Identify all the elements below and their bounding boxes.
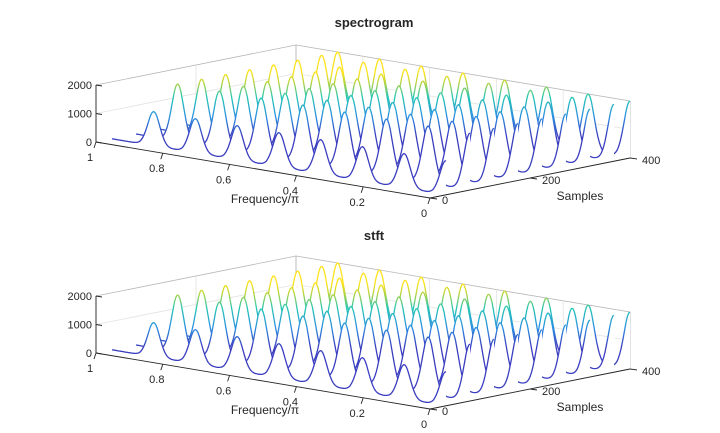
z-tick-label: 1000 — [68, 320, 92, 332]
waterfall-series — [111, 262, 631, 406]
x-tick-label: 0 — [421, 419, 427, 431]
axes-frame: 1 0.8 0.6 0.4 0.2 0 0 200 400 0 1000 2000 — [68, 80, 661, 220]
slice-mask — [136, 295, 470, 401]
y-tick-label: 200 — [542, 386, 560, 398]
x-tick-label: 1 — [87, 152, 93, 164]
slice-mask — [112, 322, 446, 406]
x-axis-label: Frequency/π — [231, 192, 299, 206]
y-axis-label: Samples — [557, 189, 604, 203]
stft-panel: stft 1 0.8 0.6 0.4 0.2 0 0 200 400 0 1000 2000 Freq… — [68, 228, 661, 431]
chart-title: stft — [364, 228, 385, 243]
slice-mask — [160, 79, 494, 186]
y-axis-label: Samples — [557, 400, 604, 414]
y-tick-label: 0 — [442, 195, 448, 207]
z-tick-label: 0 — [86, 137, 92, 149]
chart-title: spectrogram — [335, 15, 414, 30]
x-tick-mark — [93, 141, 97, 149]
slice-mask — [112, 111, 446, 195]
slice-mask — [160, 290, 494, 397]
z-tick-mark — [95, 141, 103, 144]
y-tick-label: 200 — [542, 175, 560, 187]
x-tick-label: 0.4 — [283, 397, 298, 409]
x-tick-label: 0.6 — [216, 385, 231, 397]
x-tick-mark — [160, 153, 164, 160]
y-tick-label: 0 — [442, 406, 448, 418]
x-tick-mark — [93, 352, 97, 360]
y-tick-mark — [629, 157, 638, 160]
y-tick-mark — [529, 388, 538, 391]
y-tick-label: 400 — [642, 155, 660, 167]
x-tick-label: 0.2 — [350, 408, 365, 420]
y-tick-label: 400 — [642, 366, 660, 378]
z-tick-mark — [95, 324, 103, 326]
spectrogram-panel: spectrogram 1 0.8 0.6 0.4 0.2 0 0 200 400 0 1000 20… — [68, 15, 661, 220]
x-axis-label: Frequency/π — [231, 403, 299, 417]
x-tick-mark — [293, 175, 297, 182]
slice-mask — [136, 84, 470, 190]
x-tick-label: 0.6 — [216, 174, 231, 186]
y-tick-mark — [529, 177, 538, 180]
z-tick-mark — [95, 295, 103, 298]
x-tick-label: 0.2 — [350, 197, 365, 209]
y-tick-mark — [429, 197, 438, 200]
z-tick-label: 2000 — [68, 80, 92, 92]
axes-frame: 1 0.8 0.6 0.4 0.2 0 0 200 400 0 1000 2000 — [68, 291, 661, 431]
x-tick-mark — [427, 197, 431, 205]
waterfall-series — [111, 51, 631, 195]
z-tick-mark — [95, 113, 103, 115]
x-tick-mark — [427, 408, 431, 416]
x-tick-label: 0.4 — [283, 186, 298, 198]
x-tick-mark — [360, 186, 364, 193]
x-tick-mark — [293, 386, 297, 393]
spectrum-line — [111, 111, 447, 193]
y-tick-mark — [629, 368, 638, 371]
z-tick-label: 2000 — [68, 291, 92, 303]
z-tick-mark — [95, 352, 103, 355]
x-tick-label: 0.8 — [149, 163, 164, 175]
x-tick-label: 0 — [421, 208, 427, 220]
y-tick-mark — [429, 408, 438, 411]
x-tick-mark — [360, 397, 364, 404]
x-tick-mark — [227, 375, 231, 382]
x-tick-mark — [227, 164, 231, 171]
x-tick-mark — [160, 364, 164, 371]
z-tick-mark — [95, 84, 103, 87]
x-axis-line — [95, 141, 431, 199]
z-tick-label: 0 — [86, 348, 92, 360]
z-tick-label: 1000 — [68, 109, 92, 121]
spectrum-line — [111, 322, 447, 404]
x-tick-label: 0.8 — [149, 374, 164, 386]
x-tick-label: 1 — [87, 363, 93, 375]
x-axis-line — [95, 352, 431, 410]
